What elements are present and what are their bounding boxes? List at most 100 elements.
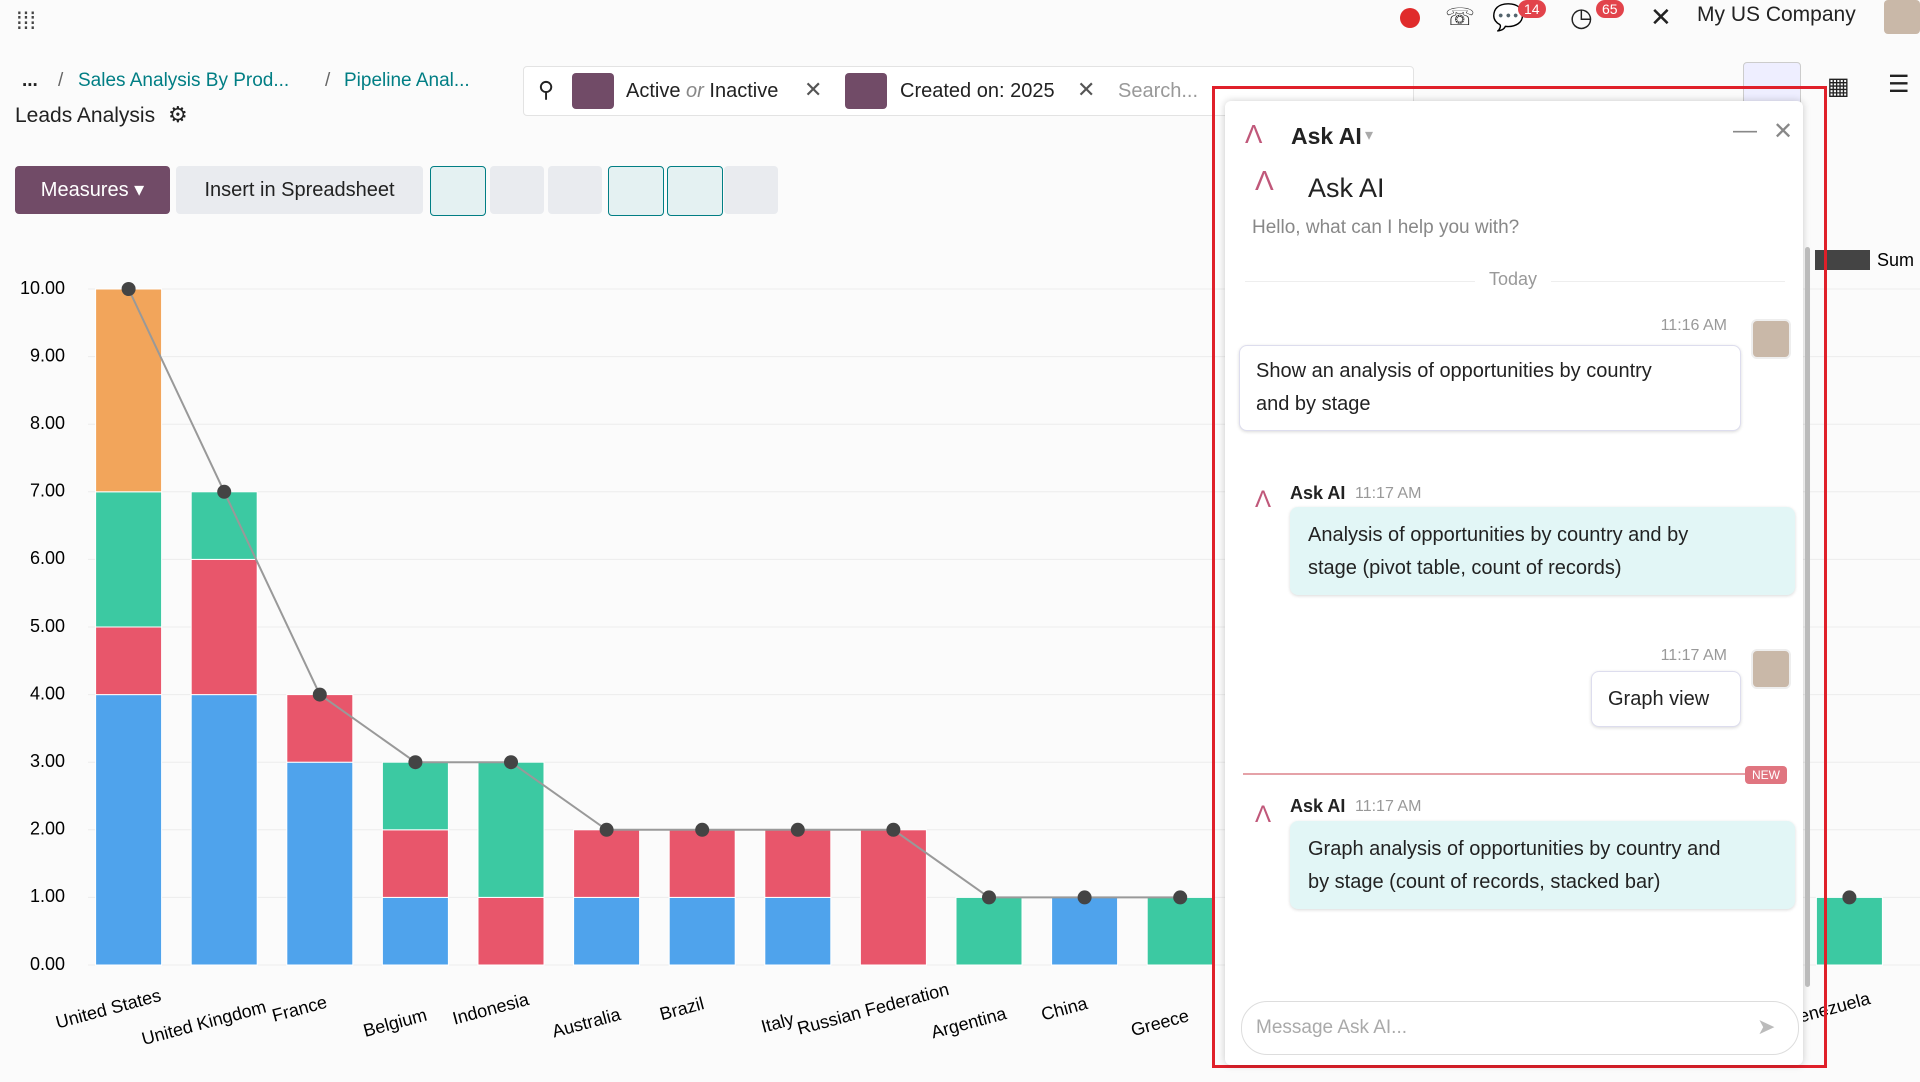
- message-input[interactable]: Message Ask AI... ➤: [1241, 1001, 1799, 1055]
- bar-segment: [573, 829, 641, 898]
- x-tick-label: Italy: [759, 1009, 796, 1037]
- company[interactable]: My US Company: [1697, 3, 1856, 26]
- filter-facet: Created on: 2025: [900, 80, 1055, 102]
- ai-message: Analysis of opportunities by country and…: [1290, 507, 1795, 595]
- button-label: Measures: [40, 179, 129, 201]
- sum-point: [1077, 890, 1092, 905]
- remove-filter[interactable]: ✕: [1077, 77, 1096, 102]
- filter-facet: Active or Inactive: [626, 80, 778, 103]
- x-tick-label: Argentina: [929, 1003, 1010, 1043]
- x-tick-label: Russian Federation: [795, 979, 951, 1039]
- user-avatar[interactable]: [1884, 0, 1920, 34]
- bar-segment: [286, 694, 354, 763]
- bar-segment: [764, 829, 832, 898]
- y-tick-label: 2.00: [30, 819, 65, 839]
- bar-segment: [190, 491, 258, 560]
- y-tick-label: 3.00: [30, 751, 65, 771]
- apps-icon[interactable]: ⁞⁞⁞: [16, 8, 37, 35]
- x-tick-label: United States: [53, 985, 163, 1032]
- bar-segment: [95, 491, 163, 628]
- chat-title: Ask AI: [1308, 173, 1385, 203]
- search-input[interactable]: Search...: [1118, 80, 1199, 102]
- message-line: Graph view: [1608, 688, 1710, 710]
- breadcrumb[interactable]: Sales Analysis By Prod...: [78, 70, 290, 91]
- filter-text: Inactive: [709, 80, 779, 102]
- chat-header: Ask AI: [1291, 123, 1362, 149]
- y-tick-label: 0.00: [30, 954, 65, 974]
- filter-text: Active: [626, 80, 681, 102]
- y-tick-label: 6.00: [30, 548, 65, 568]
- bar-segment: [381, 761, 449, 831]
- search-icon[interactable]: ⚲: [538, 77, 555, 102]
- line-chart-button[interactable]: [490, 166, 544, 214]
- x-tick-label: Australia: [550, 1004, 624, 1042]
- message-line: and by stage: [1256, 393, 1371, 415]
- badge: 14: [1518, 0, 1546, 18]
- bar-segment: [477, 896, 545, 966]
- bar-segment: [1146, 896, 1214, 966]
- ai-logo: Λ: [1255, 486, 1272, 513]
- ai-logo: Λ: [1245, 119, 1263, 149]
- day-separator: Today: [1475, 269, 1552, 290]
- y-tick-label: 5.00: [30, 616, 65, 636]
- breadcrumb[interactable]: Pipeline Anal...: [344, 70, 470, 91]
- dropdown-caret[interactable]: ▾: [1365, 127, 1374, 144]
- stacked-button[interactable]: [608, 166, 664, 216]
- message-line: stage (pivot table, count of records): [1308, 557, 1622, 579]
- sum-point: [408, 755, 423, 770]
- settings-icon[interactable]: ⚙: [168, 102, 188, 127]
- breadcrumb-ellipsis[interactable]: ...: [22, 70, 38, 91]
- sum-point: [121, 282, 136, 296]
- bar-chart-button[interactable]: [430, 166, 486, 216]
- message-time: 11:16 AM: [1660, 317, 1727, 334]
- ai-message: Graph analysis of opportunities by count…: [1290, 821, 1795, 909]
- greeting: Hello, what can I help you with?: [1252, 217, 1520, 238]
- remove-filter[interactable]: ✕: [804, 77, 823, 102]
- chat-window: Λ Ask AI ▾ — ✕ Λ Ask AI Hello, what can …: [1225, 101, 1810, 1065]
- bar-segment: [477, 761, 545, 898]
- send-button[interactable]: ➤: [1757, 1014, 1776, 1039]
- separator: /: [58, 70, 64, 91]
- message-author: Ask AI: [1290, 483, 1346, 503]
- bar-segment: [668, 896, 736, 966]
- bar-segment: [1051, 896, 1119, 966]
- new-badge: NEW: [1745, 766, 1787, 784]
- bar-segment: [381, 896, 449, 966]
- bar-segment: [286, 761, 354, 966]
- x-tick-label: Indonesia: [450, 989, 532, 1029]
- legend-swatch: [1815, 250, 1870, 270]
- message-line: Show an analysis of opportunities by cou…: [1256, 360, 1652, 382]
- ask-ai-panel: Λ Ask AI ▾ — ✕ Λ Ask AI Hello, what can …: [1212, 86, 1827, 1068]
- filter-text: or: [686, 80, 704, 102]
- insert-spreadsheet-button[interactable]: Insert in Spreadsheet: [176, 166, 423, 214]
- new-divider: [1243, 773, 1753, 775]
- x-tick-label: Greece: [1129, 1005, 1191, 1040]
- message-line: by stage (count of records, stacked bar): [1308, 871, 1661, 893]
- close-button[interactable]: ✕: [1773, 118, 1794, 145]
- sum-point: [1842, 890, 1857, 905]
- measures-button[interactable]: Measures ▾: [15, 166, 170, 214]
- y-tick-label: 8.00: [30, 413, 65, 433]
- separator: /: [325, 70, 331, 91]
- scrollbar[interactable]: [1805, 247, 1810, 987]
- bar-segment: [955, 896, 1023, 966]
- bar-segment: [381, 829, 449, 898]
- pie-chart-button[interactable]: [548, 166, 602, 214]
- page-title: Leads Analysis: [15, 104, 156, 127]
- message-time: 11:17 AM: [1355, 485, 1422, 502]
- minimize-button[interactable]: —: [1733, 117, 1757, 144]
- activity-icon[interactable]: ◷: [1570, 2, 1593, 32]
- phone-icon[interactable]: ☏: [1445, 4, 1476, 31]
- descending-button[interactable]: [667, 166, 723, 216]
- record-dot[interactable]: [1400, 8, 1420, 28]
- ascending-button[interactable]: [724, 166, 778, 214]
- tools-icon[interactable]: ✕: [1650, 2, 1672, 32]
- list-view-button[interactable]: ☰: [1888, 71, 1910, 98]
- pivot-view-button[interactable]: ▦: [1827, 73, 1850, 100]
- user-message: Graph view: [1591, 671, 1741, 727]
- bar-segment: [859, 829, 927, 966]
- sum-point: [982, 890, 996, 905]
- sum-point: [886, 822, 901, 837]
